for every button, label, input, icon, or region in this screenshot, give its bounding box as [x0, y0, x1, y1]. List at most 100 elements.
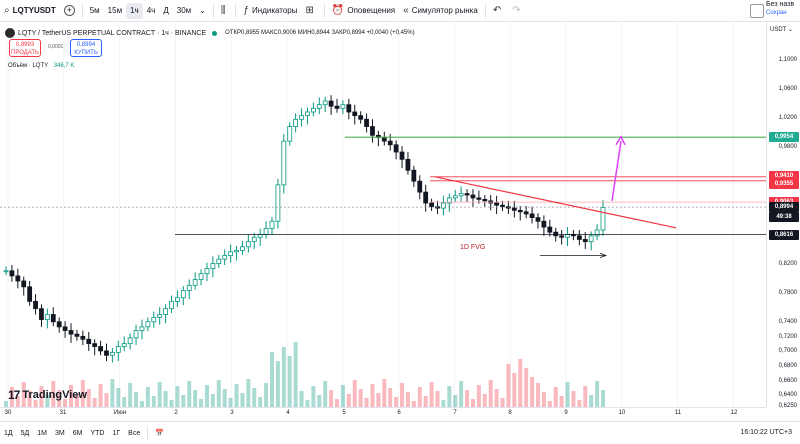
candle-body: [310, 107, 316, 113]
candle-body: [340, 104, 346, 109]
divider: [323, 3, 325, 18]
candle-body: [127, 337, 133, 345]
candle-body: [547, 226, 553, 233]
templates-button[interactable]: ⊞: [302, 0, 321, 22]
candle-body: [186, 284, 192, 291]
undo-button[interactable]: ↶: [489, 0, 508, 22]
volume-bar: [193, 390, 198, 407]
price-tick-label: 0,6800: [778, 362, 797, 369]
candle-body: [269, 220, 275, 229]
market-open-icon: [212, 30, 218, 36]
volume-bar: [228, 398, 233, 407]
price-tick-label: 1,0600: [778, 86, 797, 93]
currency-select[interactable]: USDT ⌄: [770, 26, 793, 33]
candle-body: [305, 111, 310, 117]
volume-bar: [524, 368, 529, 407]
volume-bar: [388, 388, 393, 407]
candle-body: [500, 204, 505, 208]
price-tag[interactable]: 0,8994: [769, 202, 799, 213]
alarm-clock-icon: ⏰: [331, 5, 345, 16]
price-axis[interactable]: USDT ⌄ 1,10001,06001,02000,98000,94000,9…: [766, 23, 800, 409]
chart-pane[interactable]: LQTY / TetherUS PERPETUAL CONTRACT · 1ч …: [0, 23, 766, 407]
grid-icon: ⊞: [305, 5, 314, 16]
redo-button[interactable]: ↷: [508, 0, 527, 22]
layout-name-button[interactable]: Без назв Сохран: [766, 1, 796, 17]
price-tag[interactable]: 0,8616: [769, 229, 799, 240]
volume-bar: [601, 390, 605, 407]
volume-bar: [370, 384, 375, 407]
volume-bar: [400, 383, 405, 407]
candle-body: [588, 235, 594, 243]
candle-body: [576, 235, 582, 240]
coin-icon: [5, 28, 15, 38]
candle-body: [582, 239, 588, 243]
volume-bar: [204, 385, 209, 407]
time-axis[interactable]: 30 31 Июн 2 3 4 5 6 7 8 9 10 11 12: [0, 407, 766, 421]
price-tag[interactable]: 49:38: [769, 212, 799, 223]
volume-bar: [21, 382, 26, 407]
range-1d[interactable]: 1Д: [4, 429, 13, 437]
chart-type-button[interactable]: ⫼: [217, 0, 233, 22]
layout-icon[interactable]: [750, 4, 764, 18]
chevron-down-icon: ⌄: [787, 27, 793, 33]
volume-bar: [27, 391, 32, 407]
volume-bar: [293, 342, 298, 407]
volume-bar: [104, 393, 109, 407]
volume-bar: [45, 395, 50, 407]
volume-bar: [9, 387, 14, 407]
interval-dropdown[interactable]: ⌄: [195, 0, 210, 22]
range-5d[interactable]: 5Д: [20, 429, 30, 437]
candle-body: [121, 343, 127, 347]
range-6m[interactable]: 6М: [72, 429, 83, 437]
range-3m[interactable]: 3М: [55, 429, 65, 437]
replay-button[interactable]: « Симулятор рынка: [399, 0, 482, 22]
volume-bar: [441, 400, 446, 407]
candle-body: [316, 104, 322, 109]
candle-body: [44, 314, 50, 320]
candle-body: [494, 202, 500, 206]
date-range-button[interactable]: 📅: [151, 429, 168, 437]
range-all[interactable]: Все: [128, 429, 141, 437]
candle-body: [293, 118, 299, 127]
volume-bar: [39, 386, 44, 407]
divider: [484, 3, 486, 18]
fvg-annotation[interactable]: 1D FVG: [460, 244, 486, 251]
price-tag[interactable]: 0,9355: [769, 178, 799, 189]
price-chart-svg: [0, 23, 766, 407]
symbol-search[interactable]: ⌕ LQTYUSDT: [0, 0, 60, 22]
indicators-button[interactable]: ƒ Индикаторы: [239, 0, 301, 22]
volume-bar: [465, 390, 470, 407]
interval-5m[interactable]: 5м: [89, 6, 100, 15]
candle-body: [476, 197, 482, 200]
candle-body: [245, 241, 251, 248]
buy-button[interactable]: 0,8994 КУПИТЬ: [70, 39, 102, 57]
volume-bar: [447, 386, 452, 407]
candle-body: [210, 263, 216, 270]
time-tick-label: 6: [397, 410, 401, 416]
interval-30m[interactable]: 30м: [176, 6, 192, 15]
range-1y[interactable]: 1Г: [112, 429, 121, 437]
compare-symbol-button[interactable]: +: [60, 0, 79, 22]
sell-button[interactable]: 0,8993 ПРОДАТЬ: [9, 39, 41, 57]
interval-15m[interactable]: 15м: [107, 6, 123, 15]
price-tag[interactable]: 0,9954: [769, 132, 799, 143]
price-tag[interactable]: 0,9410: [769, 170, 799, 181]
range-ytd[interactable]: YTD: [90, 429, 105, 437]
arrow-up-icon: [615, 135, 626, 146]
spread-value: 0,0001: [48, 44, 64, 50]
range-1m[interactable]: 1М: [37, 429, 48, 437]
indicators-icon: ƒ: [243, 5, 250, 16]
candle-body: [145, 321, 151, 328]
volume-bar: [181, 395, 186, 407]
interval-1h[interactable]: 1ч: [126, 2, 143, 19]
candle-body: [281, 140, 287, 186]
price-tag[interactable]: 0,9063: [769, 197, 799, 208]
divider: [235, 3, 237, 18]
alerts-button[interactable]: ⏰ Оповещения: [328, 0, 399, 22]
price-tick-label: 0,6400: [778, 392, 797, 399]
clock[interactable]: 16:10:22 UTC+3: [740, 429, 792, 436]
interval-1d[interactable]: Д: [163, 6, 169, 15]
interval-4h[interactable]: 4ч: [146, 6, 156, 15]
candle-body: [15, 275, 21, 282]
candle-body: [529, 213, 535, 219]
